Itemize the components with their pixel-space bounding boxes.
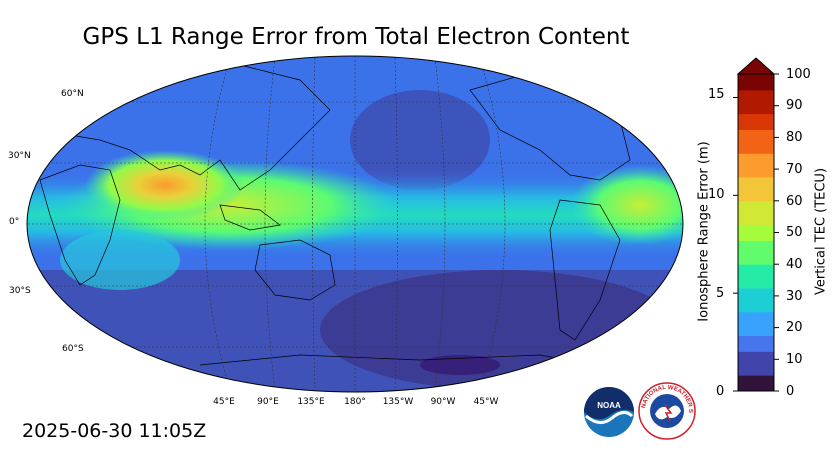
colorbar-segment <box>738 129 774 138</box>
colorbar-segment <box>738 121 774 130</box>
lon-label-135w: 135°W <box>382 397 414 407</box>
range-tick-5: 5 <box>716 286 725 301</box>
lat-label-30n: 30°N <box>8 151 31 161</box>
colorbar-ticks <box>733 73 779 392</box>
lat-label-60s: 60°S <box>62 344 84 354</box>
lon-label-90w: 90°W <box>430 397 456 407</box>
lon-label-45w: 45°W <box>473 397 499 407</box>
colorbar-segment <box>738 169 774 178</box>
colorbar-segment <box>738 256 774 265</box>
graticule <box>27 56 683 392</box>
lat-label-0: 0° <box>9 217 20 227</box>
lat-label-30s: 30°S <box>9 286 31 296</box>
colorbar-segment <box>738 319 774 329</box>
colorbar-segment <box>738 383 774 392</box>
colorbar-segment <box>738 240 774 249</box>
colorbar-segment <box>738 351 774 360</box>
range-tick-0: 0 <box>716 384 725 399</box>
lon-label-45e: 45°E <box>213 397 235 407</box>
lat-label-60n: 60°N <box>61 89 84 99</box>
range-tick-10: 10 <box>708 187 725 202</box>
nws-logo: NATIONAL WEATHER SERVICE <box>637 381 696 440</box>
lon-label-135e: 135°E <box>297 397 325 407</box>
colorbar-segment <box>738 367 774 376</box>
colorbar-segment <box>738 272 774 281</box>
noaa-text: NOAA <box>597 401 621 410</box>
colorbar-segment <box>738 280 774 289</box>
range-axis-label: Ionosphere Range Error (m) <box>696 141 712 322</box>
colorbar-segment <box>738 200 774 210</box>
colorbar-segments <box>738 74 774 392</box>
colorbar-segment <box>738 216 774 226</box>
colorbar-segment <box>738 161 774 170</box>
range-tick-15: 15 <box>708 87 725 102</box>
tecu-tick-60: 60 <box>786 194 803 209</box>
colorbar-segment <box>738 224 774 233</box>
colorbar-segment <box>738 97 774 107</box>
colorbar-segment <box>738 232 774 241</box>
noaa-logo: NOAA <box>584 387 634 437</box>
colorbar-segment <box>738 153 774 162</box>
tecu-tick-20: 20 <box>786 320 803 335</box>
map-title: GPS L1 Range Error from Total Electron C… <box>82 24 630 50</box>
colorbar-segment <box>738 303 774 313</box>
colorbar-segment <box>738 74 774 83</box>
colorbar-segment <box>738 81 774 91</box>
lon-label-90e: 90°E <box>257 397 279 407</box>
colorbar-segment <box>738 359 774 368</box>
tecu-axis-label: Vertical TEC (TECU) <box>813 167 829 296</box>
colorbar-segment <box>738 208 774 218</box>
tecu-tick-0: 0 <box>786 384 795 399</box>
tecu-tick-10: 10 <box>786 352 803 367</box>
tecu-tick-30: 30 <box>786 289 803 304</box>
colorbar-segment <box>738 375 774 384</box>
map-field <box>27 56 683 392</box>
colorbar-segment <box>738 145 774 154</box>
colorbar-segment <box>738 287 774 297</box>
globe-outline <box>26 55 684 393</box>
colorbar-segment <box>738 295 774 305</box>
tecu-tick-90: 90 <box>786 98 803 113</box>
tec-map <box>26 55 684 393</box>
colorbar-segment <box>738 343 774 352</box>
colorbar-segment <box>738 184 774 194</box>
colorbar-segment <box>738 113 774 123</box>
colorbar-extend-arrow <box>736 57 776 75</box>
colorbar-segment <box>738 264 774 273</box>
colorbar-segment <box>738 192 774 202</box>
tecu-tick-50: 50 <box>786 225 803 240</box>
timestamp: 2025-06-30 11:05Z <box>22 420 207 442</box>
colorbar-segment <box>738 177 774 186</box>
colorbar-segment <box>738 327 774 337</box>
colorbar-segment <box>738 89 774 99</box>
tecu-tick-80: 80 <box>786 130 803 145</box>
tecu-tick-70: 70 <box>786 162 803 177</box>
colorbar-segment <box>738 105 774 115</box>
lon-label-180: 180° <box>344 397 366 407</box>
tecu-tick-100: 100 <box>786 67 811 82</box>
colorbar-segment <box>738 137 774 146</box>
colorbar-segment <box>738 335 774 344</box>
colorbar-segment <box>738 311 774 321</box>
tecu-tick-40: 40 <box>786 257 803 272</box>
colorbar-segment <box>738 248 774 257</box>
